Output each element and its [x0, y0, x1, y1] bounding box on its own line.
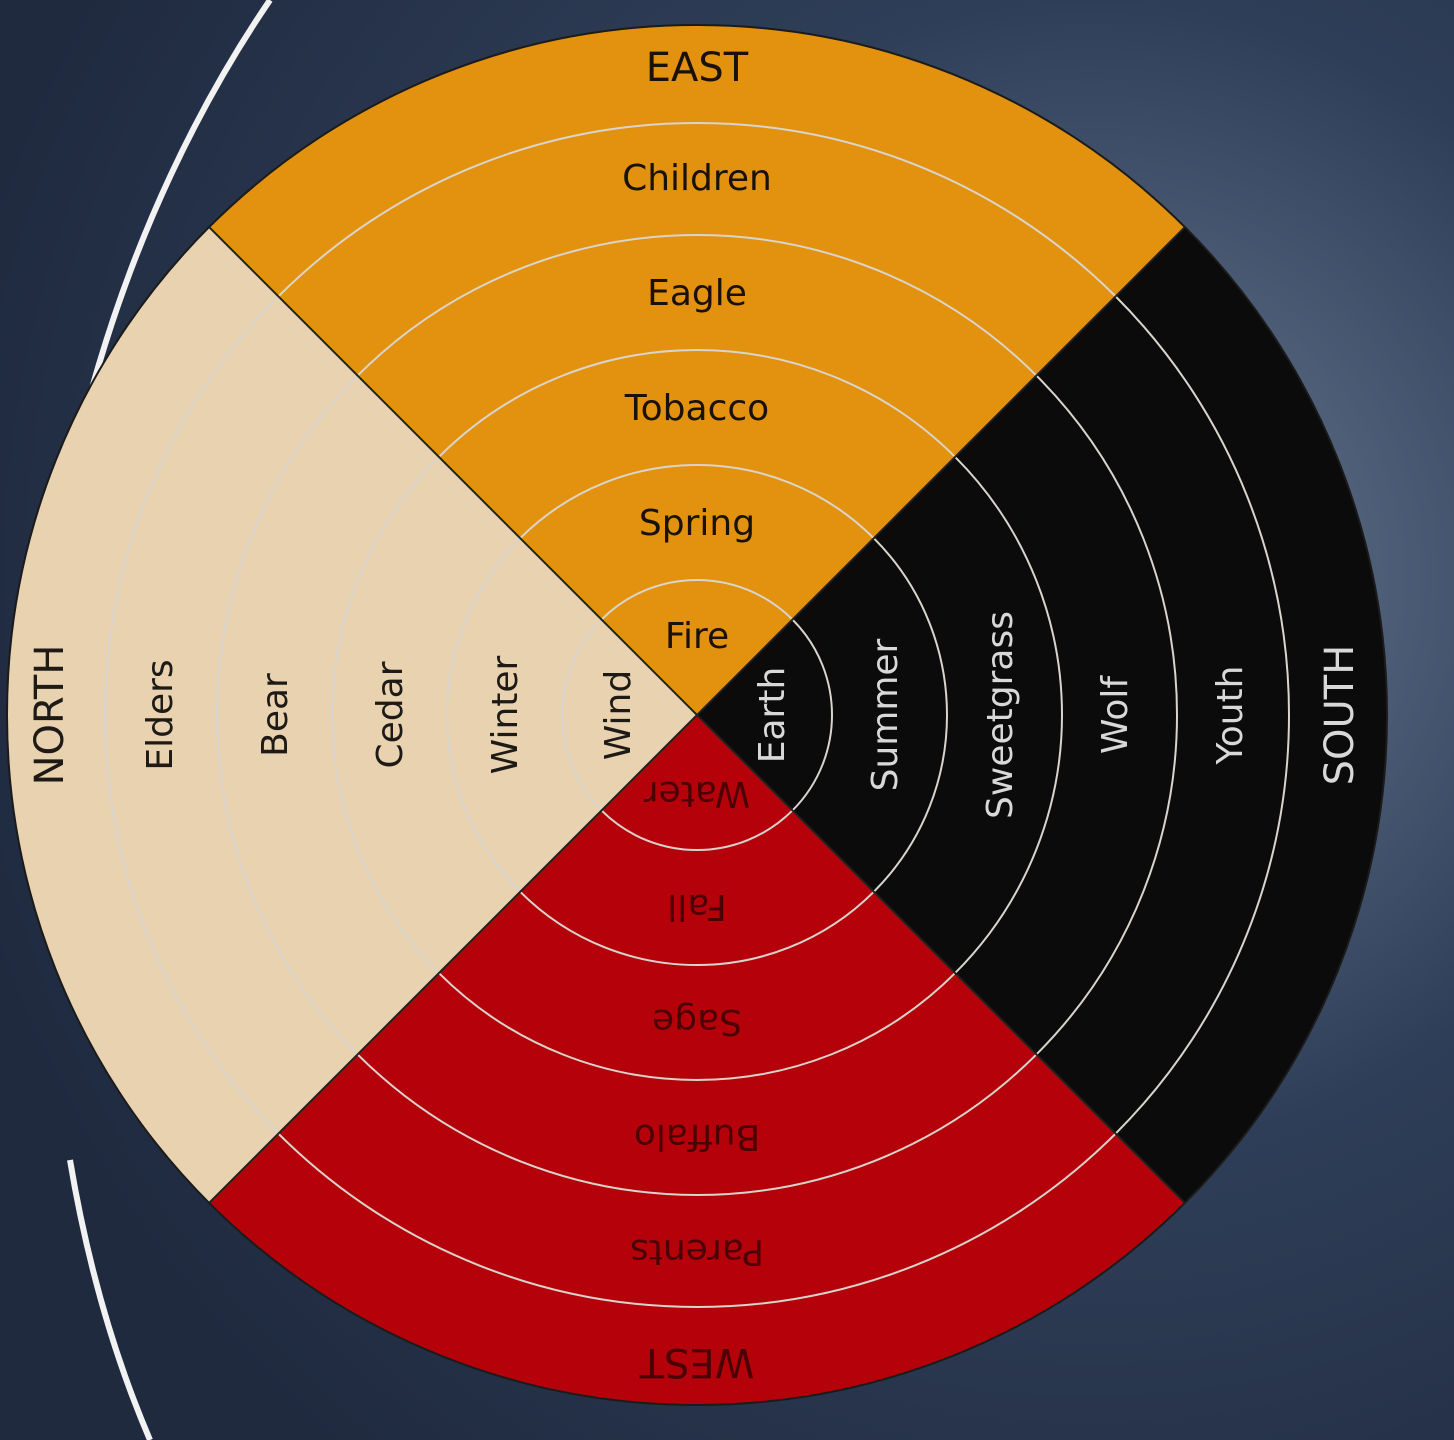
ring-label: Earth [752, 667, 793, 764]
ring-label: Youth [1210, 666, 1251, 766]
ring-label: Eagle [647, 273, 747, 314]
ring-label: Water [644, 773, 751, 814]
ring-label: Sage [652, 1001, 742, 1042]
ring-label: Wind [598, 670, 639, 760]
direction-label: WEST [639, 1339, 754, 1385]
ring-label: Bear [255, 673, 296, 757]
ring-label: Cedar [370, 661, 411, 768]
ring-label: Spring [639, 503, 755, 544]
ring-label: Summer [865, 638, 906, 791]
page: Fire Spring Tobacco Eagle Children EAST Earth S… [0, 0, 1454, 1440]
ring-label: Fire [665, 616, 729, 657]
direction-label: NORTH [27, 645, 73, 786]
direction-label: EAST [646, 45, 749, 91]
ring-label: Elders [140, 659, 181, 770]
ring-label: Fall [667, 886, 726, 927]
ring-label: Buffalo [634, 1116, 760, 1157]
ring-label: Parents [630, 1231, 764, 1272]
medicine-wheel: Fire Spring Tobacco Eagle Children EAST Earth S… [7, 25, 1387, 1405]
ring-label: Sweetgrass [980, 611, 1021, 819]
direction-label: SOUTH [1317, 645, 1363, 786]
ring-label: Tobacco [624, 388, 769, 429]
scene: Fire Spring Tobacco Eagle Children EAST Earth S… [0, 0, 1454, 1440]
ring-label: Children [622, 158, 772, 199]
ring-label: Wolf [1095, 675, 1136, 755]
ring-label: Winter [485, 655, 526, 774]
